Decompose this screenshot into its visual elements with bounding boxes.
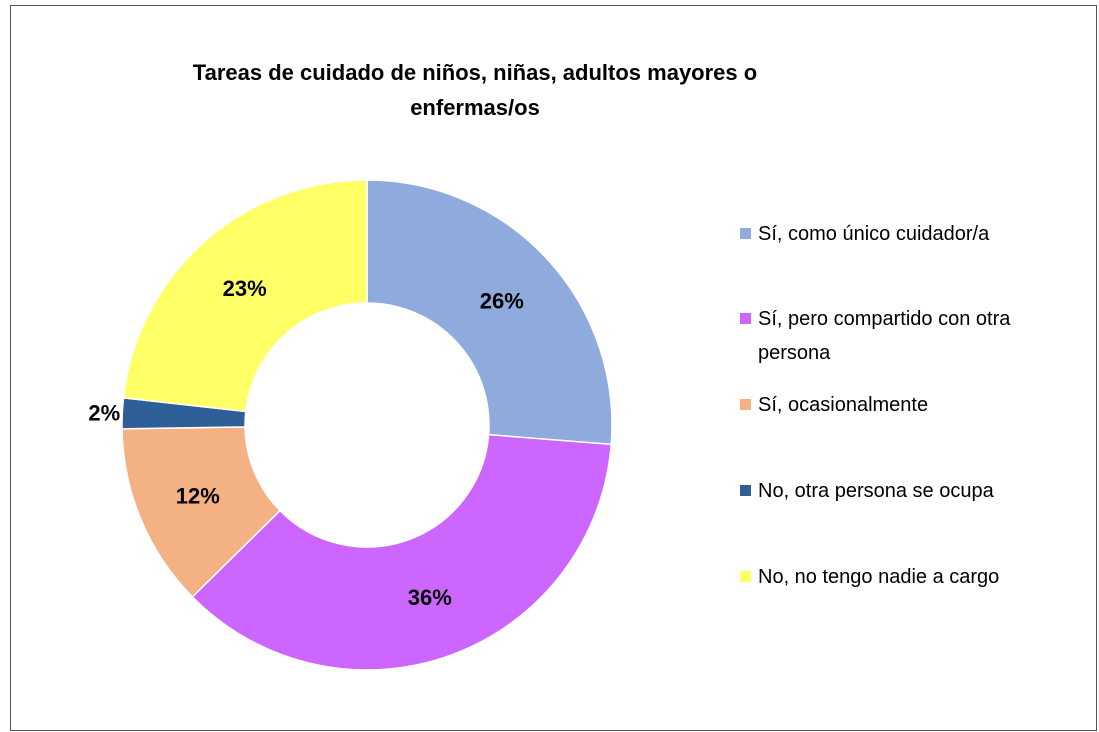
data-label: 12% bbox=[176, 484, 220, 509]
legend-item: Sí, ocasionalmente bbox=[740, 388, 1090, 422]
data-label: 2% bbox=[88, 400, 120, 425]
donut-slice bbox=[191, 433, 613, 671]
chart-title: Tareas de cuidado de niños, niñas, adult… bbox=[192, 60, 758, 120]
data-label: 26% bbox=[480, 288, 524, 313]
legend-swatch bbox=[740, 313, 751, 324]
legend-label: No, otra persona se ocupa bbox=[758, 480, 994, 502]
legend-swatch bbox=[740, 485, 751, 496]
legend-item: No, no tengo nadie a cargo bbox=[740, 560, 1090, 594]
donut-slice bbox=[122, 179, 368, 413]
legend-label: Sí, como único cuidador/a bbox=[758, 223, 990, 245]
legend-label: Sí, pero compartido con otra persona bbox=[758, 308, 1011, 364]
legend-label: Sí, ocasionalmente bbox=[758, 394, 929, 416]
legend-item: Sí, como único cuidador/a bbox=[740, 217, 1090, 251]
legend-item: Sí, pero compartido con otra persona bbox=[740, 302, 1090, 370]
donut-slice bbox=[366, 179, 613, 446]
legend-swatch bbox=[740, 399, 751, 410]
legend-label: No, no tengo nadie a cargo bbox=[758, 566, 1000, 588]
data-label: 36% bbox=[408, 585, 452, 610]
legend-swatch bbox=[740, 228, 751, 239]
legend-swatch bbox=[740, 571, 751, 582]
data-label: 23% bbox=[223, 276, 267, 301]
legend-item: No, otra persona se ocupa bbox=[740, 474, 1090, 508]
chart-frame bbox=[10, 5, 1097, 731]
